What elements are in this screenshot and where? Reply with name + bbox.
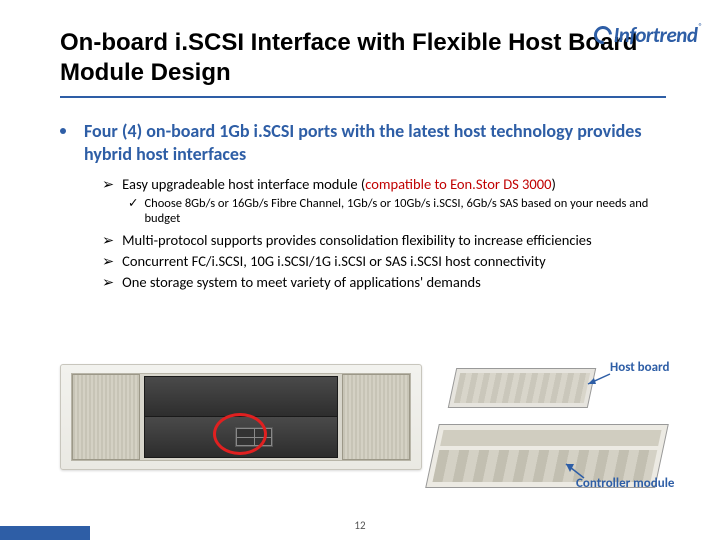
host-board-shape — [448, 368, 597, 408]
host-board-label: Host board — [610, 360, 670, 375]
host-arrow-icon — [584, 370, 614, 388]
title-underline — [60, 96, 666, 98]
psu-right — [342, 374, 410, 460]
main-bullet: Four (4) on-board 1Gb i.SCSI ports with … — [60, 120, 666, 167]
sub-list: ➢ Easy upgradeable host interface module… — [102, 175, 666, 292]
brand-logo: Infortrend® — [594, 22, 702, 48]
compat-note: compatible to Eon.Stor DS 3000 — [365, 175, 551, 193]
arrow-2-text: Multi-protocol supports provides consoli… — [122, 231, 592, 250]
arrow-1-text: Easy upgradeable host interface module (… — [122, 175, 556, 194]
arrow-icon: ➢ — [102, 175, 114, 194]
check-icon: ✓ — [128, 196, 138, 212]
arrow-item-2: ➢ Multi-protocol supports provides conso… — [102, 231, 666, 250]
logo-swirl-icon — [590, 22, 615, 47]
check-1-text: Choose 8Gb/s or 16Gb/s Fibre Channel, 1G… — [144, 196, 666, 227]
psu-left — [72, 374, 140, 460]
ctrl-arrow-icon — [560, 460, 588, 482]
check-item-1: ✓ Choose 8Gb/s or 16Gb/s Fibre Channel, … — [128, 196, 666, 227]
arrow-icon: ➢ — [102, 231, 114, 250]
check-list: ✓ Choose 8Gb/s or 16Gb/s Fibre Channel, … — [128, 196, 666, 227]
controller-top — [144, 376, 338, 418]
arrow-item-1: ➢ Easy upgradeable host interface module… — [102, 175, 666, 194]
chassis-figure — [60, 364, 422, 470]
arrow-item-3: ➢ Concurrent FC/i.SCSI, 10G i.SCSI/1G i.… — [102, 252, 666, 271]
controller-module-label: Controller module — [576, 476, 674, 491]
arrow-3-text: Concurrent FC/i.SCSI, 10G i.SCSI/1G i.SC… — [122, 252, 546, 271]
module-figure: Host board Controller module — [432, 364, 692, 504]
arrow-icon: ➢ — [102, 273, 114, 292]
bullet-dot-icon — [60, 128, 66, 134]
accent-bar — [0, 526, 90, 540]
logo-text: Infortrend — [614, 22, 698, 48]
main-bullet-text: Four (4) on-board 1Gb i.SCSI ports with … — [84, 120, 666, 167]
arrow-4-text: One storage system to meet variety of ap… — [122, 273, 481, 292]
logo-registered: ® — [698, 22, 702, 32]
figure-row: Host board Controller module — [60, 364, 692, 504]
page-number: 12 — [0, 519, 720, 532]
arrow-item-4: ➢ One storage system to meet variety of … — [102, 273, 666, 292]
page-title: On-board i.SCSI Interface with Flexible … — [60, 28, 666, 94]
arrow-icon: ➢ — [102, 252, 114, 271]
highlight-circle-icon — [213, 413, 267, 455]
